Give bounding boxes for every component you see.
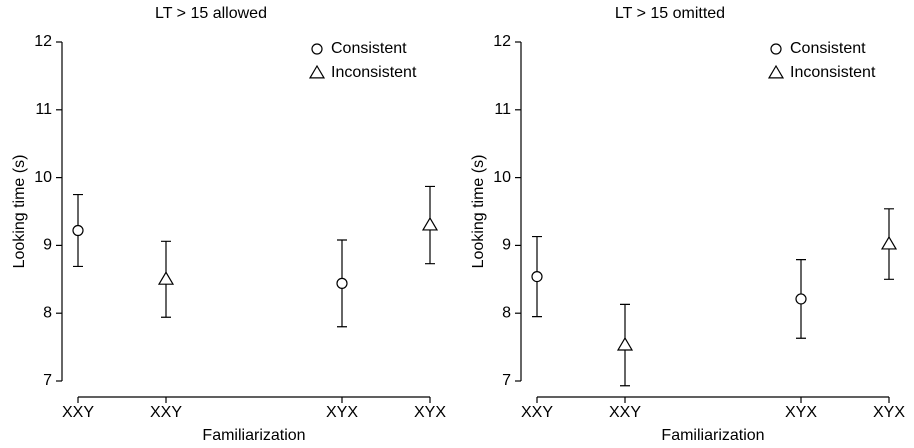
y-tick-label: 10 [34, 169, 52, 186]
legend-label: Consistent [331, 40, 407, 57]
x-tick-label: XXY [150, 404, 182, 421]
marker [531, 270, 543, 283]
x-axis-label: Familiarization [202, 427, 305, 444]
y-tick-label: 12 [34, 33, 52, 50]
y-tick-label: 9 [502, 237, 511, 254]
y-tick-label: 11 [494, 101, 511, 118]
marker [795, 293, 807, 305]
marker [880, 235, 898, 250]
x-tick-label: XXY [62, 404, 94, 421]
y-tick-label: 12 [493, 33, 511, 50]
y-tick-label: 8 [502, 304, 511, 321]
x-tick-label: XXY [609, 404, 641, 421]
x-tick-label: XYX [414, 404, 446, 421]
chart-title: LT > 15 allowed [155, 5, 267, 22]
x-tick-label: XXY [521, 404, 553, 421]
x-tick-label: XYX [326, 404, 358, 421]
y-tick-label: 11 [35, 101, 52, 118]
legend-label: Inconsistent [790, 64, 876, 81]
y-axis-label: Looking time (s) [470, 155, 487, 269]
legend-label: Consistent [790, 40, 866, 57]
x-tick-label: XYX [785, 404, 817, 421]
y-axis-label: Looking time (s) [11, 155, 28, 269]
chart-title: LT > 15 omitted [615, 5, 725, 22]
y-tick-label: 7 [43, 372, 52, 389]
y-tick-label: 9 [43, 237, 52, 254]
y-tick-label: 8 [43, 304, 52, 321]
legend-label: Inconsistent [331, 64, 417, 81]
marker [308, 64, 326, 79]
marker [72, 224, 84, 237]
marker [767, 64, 785, 79]
marker [336, 277, 348, 289]
marker [770, 43, 782, 55]
x-axis-label: Familiarization [661, 427, 764, 444]
marker [311, 43, 323, 55]
x-tick-label: XYX [873, 404, 905, 421]
marker [157, 271, 175, 285]
y-tick-label: 10 [493, 169, 511, 186]
y-tick-label: 7 [502, 372, 511, 389]
marker [421, 216, 439, 231]
marker [616, 336, 634, 351]
